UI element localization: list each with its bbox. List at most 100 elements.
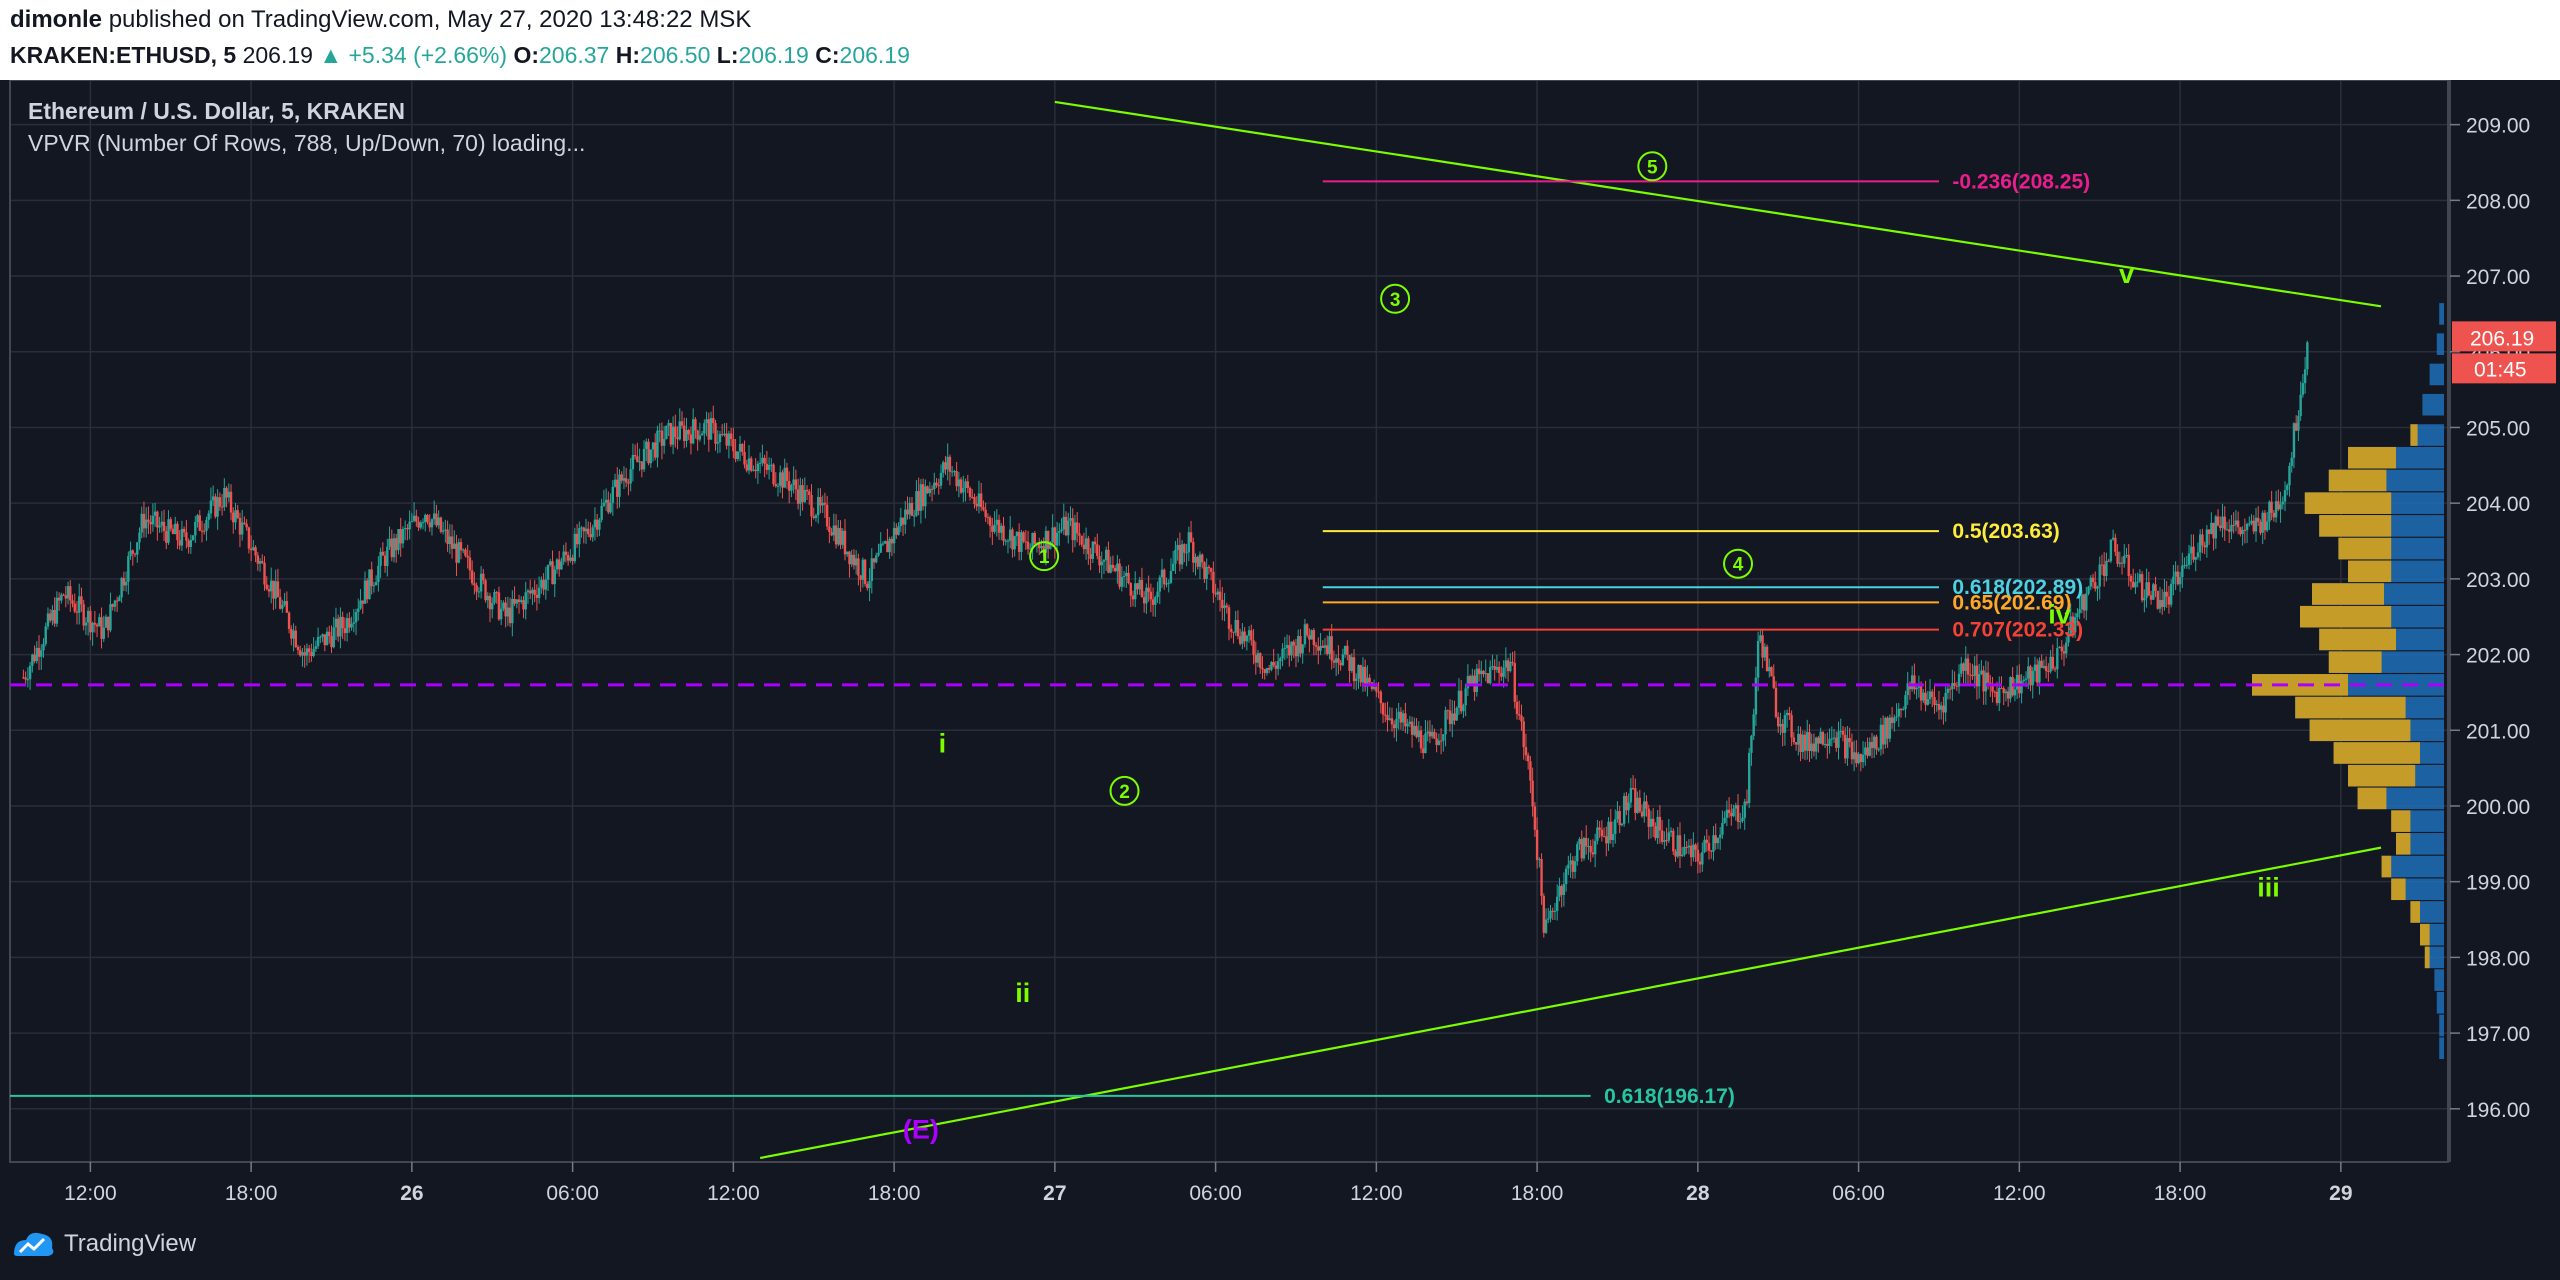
wave-circle (1029, 541, 1060, 572)
candle-body (450, 536, 454, 549)
drawings[interactable]: -0.236(208.25)0.5(203.63)0.618(202.89)0.… (10, 100, 2448, 1160)
brand-name[interactable]: TradingView (64, 1230, 197, 1257)
vp-row-up (2434, 969, 2444, 991)
candle-body (1703, 839, 1706, 853)
candle-body (1426, 731, 1429, 734)
candle-body (33, 654, 36, 662)
candle-body (810, 495, 813, 517)
candle-body (142, 513, 146, 529)
candle-body (1761, 635, 1764, 658)
candle-body (1676, 835, 1679, 857)
candle-body (1359, 665, 1362, 683)
time-tick-label: 18:00 (225, 1182, 278, 1205)
candle-body (1109, 564, 1112, 573)
candle-body (575, 533, 579, 545)
close-label: C: (815, 42, 840, 68)
candle-body (256, 555, 260, 564)
candle-body (2230, 524, 2233, 532)
candle-body (1819, 731, 1822, 744)
candle-body (2047, 671, 2050, 673)
candle-body (2178, 577, 2182, 585)
candle-body (122, 578, 126, 586)
axes[interactable]: 196.00 197.00 198.00 199.00 200.00 201.00 202.… (64, 80, 2560, 1205)
candle-body (403, 528, 407, 530)
candle-body (319, 636, 322, 638)
candle-body (1993, 691, 1996, 693)
candle-body (767, 465, 771, 470)
candle-body (71, 600, 74, 604)
candle-body (1935, 704, 1938, 706)
candle-body (1388, 718, 1391, 720)
high-label: H: (615, 42, 641, 68)
candle-body (1721, 822, 1724, 835)
candle-body (1486, 673, 1490, 684)
candle-body (2089, 577, 2092, 587)
candle-body (504, 602, 507, 617)
candle-body (1808, 732, 1811, 752)
candle-body (1643, 801, 1646, 817)
candle-body (1149, 591, 1153, 600)
candle-body (939, 472, 943, 486)
candle-body (1167, 582, 1170, 584)
candle-body (573, 533, 577, 562)
candle-body (2085, 593, 2088, 611)
candle-body (189, 540, 193, 547)
candle-body (1330, 636, 1333, 661)
candle-body (1408, 721, 1412, 724)
price-tick-label: 209.00 (2466, 115, 2530, 138)
candle-body (1069, 518, 1072, 521)
candle-body (508, 607, 512, 624)
candle-body (2187, 553, 2191, 565)
candle-body (2169, 583, 2173, 605)
candle-body (517, 599, 521, 602)
candle-body (240, 522, 244, 535)
candle-body (1857, 754, 1860, 764)
vp-row-up (2436, 992, 2444, 1014)
candle-body (1698, 861, 1702, 865)
wave-label: 2 (1119, 782, 1130, 803)
candle-body (2252, 520, 2255, 532)
candle-body (1777, 716, 1780, 727)
chart-canvas[interactable]: -0.236(208.25)0.5(203.63)0.618(202.89)0.… (0, 80, 2560, 1208)
candle-body (1194, 556, 1197, 563)
candle-body (1573, 861, 1577, 872)
candle-body (2286, 485, 2289, 491)
candle-body (1332, 660, 1336, 663)
candle-body (830, 532, 833, 536)
candle-body (848, 551, 851, 565)
candle-body (716, 442, 719, 444)
candle-body (917, 491, 920, 511)
candle-body (205, 519, 208, 531)
candle-body (1631, 788, 1635, 790)
candle-body (2067, 633, 2070, 643)
candle-body (2236, 520, 2240, 528)
candle-body (984, 509, 987, 517)
tradingview-logo-icon[interactable] (10, 1226, 58, 1262)
candle-body (2154, 584, 2157, 591)
candle-body (2102, 564, 2106, 576)
symbol-name: KRAKEN:ETHUSD, 5 (10, 42, 237, 68)
candle-body (1607, 821, 1610, 844)
candle-body (915, 491, 918, 516)
time-tick-label: 18:00 (1511, 1182, 1564, 1205)
publisher-name[interactable]: dimonle (10, 6, 103, 33)
candle-body (1446, 710, 1449, 712)
candle-body (2174, 571, 2177, 577)
candle-body (2149, 595, 2153, 600)
time-tick-label: 12:00 (1993, 1182, 2046, 1205)
candle-body (1247, 630, 1251, 636)
candle-body (1158, 577, 1161, 592)
candle-body (1060, 529, 1063, 532)
candle-body (725, 433, 728, 446)
candle-body (564, 551, 568, 555)
candle-body (2192, 546, 2195, 560)
candle-body (1011, 529, 1014, 550)
candle-body (24, 677, 27, 680)
price-tick-label: 200.00 (2466, 796, 2530, 819)
candle-body (477, 591, 481, 593)
candle-body (950, 471, 954, 473)
candle-body (2292, 423, 2296, 458)
candle-body (1560, 886, 1563, 895)
candle-body (620, 474, 623, 481)
